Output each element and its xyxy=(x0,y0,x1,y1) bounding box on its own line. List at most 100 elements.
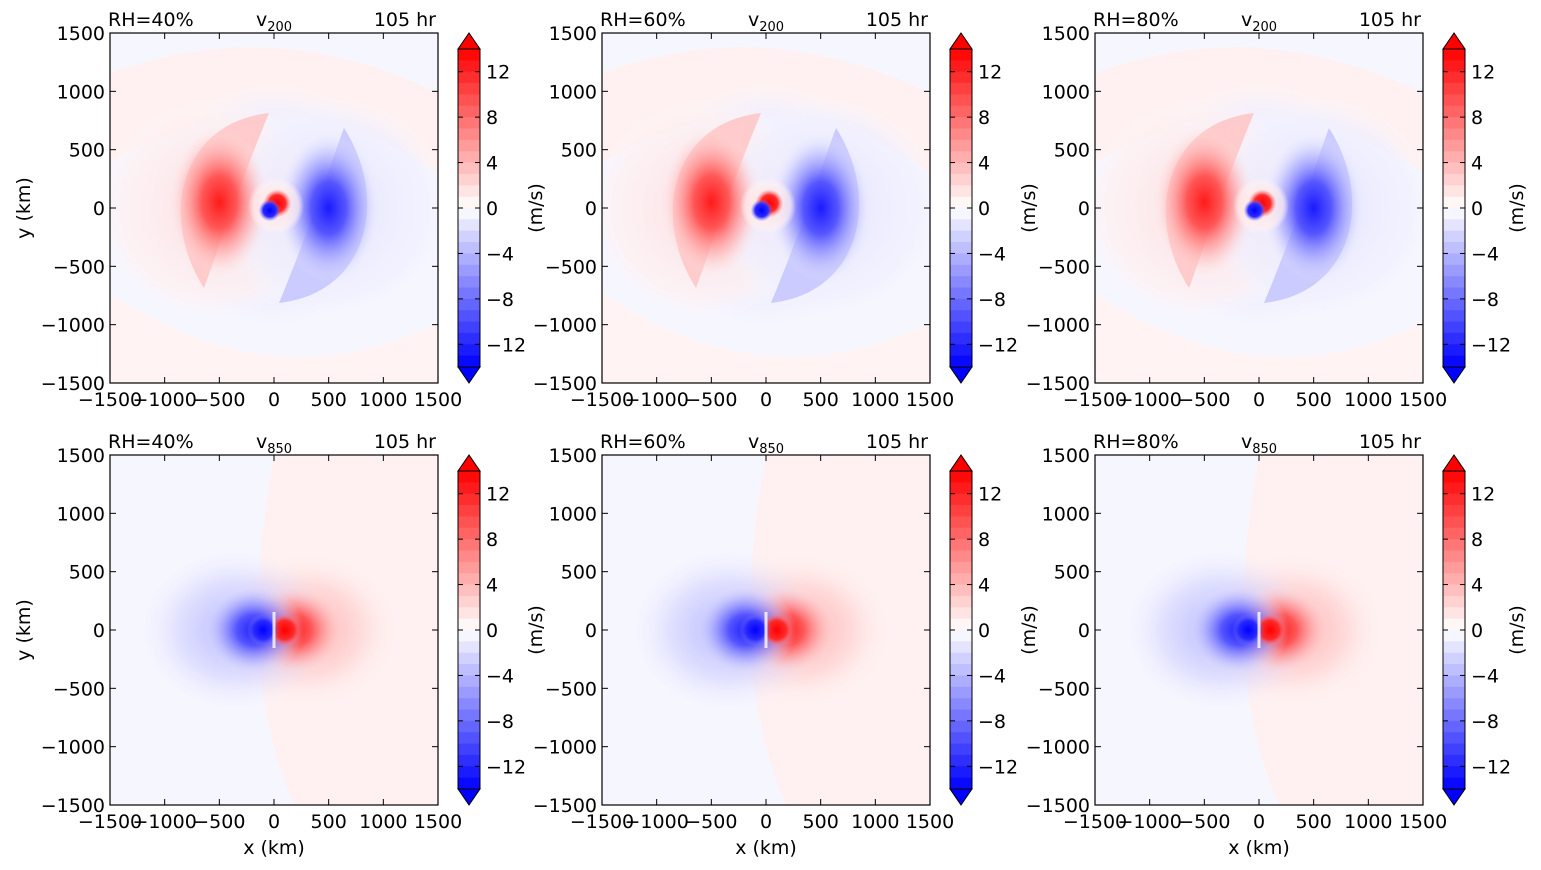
colorbar-band xyxy=(950,117,972,129)
colorbar-band xyxy=(1443,162,1465,175)
y-tick-label: −500 xyxy=(545,678,597,700)
colorbar-band xyxy=(950,151,972,163)
colorbar-extend-max xyxy=(1442,32,1466,50)
colorbar-tick-label: 8 xyxy=(486,107,498,129)
colorbar-band xyxy=(1443,607,1465,620)
colorbar-extend-min xyxy=(457,788,481,806)
colorbar-band xyxy=(1443,287,1465,300)
y-tick-label: 500 xyxy=(561,140,597,162)
colorbar-band xyxy=(1443,332,1465,345)
colorbar-band xyxy=(1443,196,1465,209)
colorbar-tick-label: 4 xyxy=(486,153,498,175)
colorbar-band xyxy=(458,83,480,95)
panel-center-title-main: v xyxy=(748,431,759,453)
colorbar-tick-label: −12 xyxy=(486,334,526,356)
panel-left-title: RH=60% xyxy=(600,9,686,31)
colorbar-tick-label: 12 xyxy=(1471,62,1495,84)
panel-center-title: v850 xyxy=(256,431,292,457)
colorbar-band xyxy=(1443,49,1465,61)
colorbar-tick-label: 8 xyxy=(978,107,990,129)
y-tick-label: 0 xyxy=(1078,620,1090,642)
y-tick-label: −1000 xyxy=(41,315,105,337)
colorbar-band xyxy=(950,709,972,722)
colorbar-tick-label: 8 xyxy=(486,529,498,551)
center-line xyxy=(1257,612,1261,648)
x-tick-label: 1500 xyxy=(1399,811,1447,833)
colorbar-band xyxy=(1443,128,1465,141)
panel: −1500−1000−500 0 500 1000 1500150010005000−5… xyxy=(13,431,526,859)
colorbar-band xyxy=(950,493,972,506)
colorbar-tick-label: 4 xyxy=(1471,575,1483,597)
colorbar-band xyxy=(458,630,480,642)
colorbar-band xyxy=(1443,664,1465,676)
colorbar-band xyxy=(1443,766,1465,779)
panel-right-title: 105 hr xyxy=(1359,431,1421,453)
colorbar-band xyxy=(1443,584,1465,597)
max-region-marker xyxy=(1154,127,1255,278)
heatmap-field xyxy=(110,33,438,383)
colorbar-band xyxy=(950,49,972,61)
colorbar-band xyxy=(1443,539,1465,551)
y-tick-label: −1000 xyxy=(533,315,597,337)
panel-center-title-subscript: 850 xyxy=(267,442,292,457)
x-tick-label: 1500 xyxy=(906,811,954,833)
y-tick-label: −1500 xyxy=(533,795,597,817)
y-tick-label: 1500 xyxy=(1042,445,1090,467)
colorbar-band xyxy=(1443,641,1465,654)
colorbar-band xyxy=(458,310,480,322)
colorbar-band xyxy=(1443,630,1465,642)
y-tick-label: 0 xyxy=(585,620,597,642)
center-line xyxy=(272,612,276,648)
heatmap-field xyxy=(1095,455,1423,805)
x-axis-label: x (km) xyxy=(735,837,797,859)
colorbar-band xyxy=(1443,264,1465,277)
colorbar: 12 8 4 0 −4 −8 −12 xyxy=(457,454,526,806)
colorbar-tick-label: −12 xyxy=(1471,334,1511,356)
colorbar-tick-label: 8 xyxy=(1471,529,1483,551)
x-tick-label: −1500 xyxy=(1063,389,1127,411)
y-tick-label: −1500 xyxy=(533,373,597,395)
panel-center-title-subscript: 850 xyxy=(1252,442,1277,457)
colorbar-band xyxy=(1443,732,1465,744)
colorbar-band xyxy=(1443,686,1465,699)
y-tick-label: 1000 xyxy=(57,81,105,103)
colorbar-band xyxy=(458,253,480,266)
colorbar-tick-label: 4 xyxy=(1471,153,1483,175)
y-tick-label: −500 xyxy=(545,256,597,278)
y-tick-label: 0 xyxy=(93,620,105,642)
panel: −1500−1000−500 0 500 1000 1500150010005000−5… xyxy=(525,431,1018,859)
colorbar-band xyxy=(458,686,480,699)
colorbar-band xyxy=(458,128,480,141)
colorbar-band xyxy=(458,573,480,585)
x-tick-label: −1000 xyxy=(133,389,197,411)
colorbar-band xyxy=(458,607,480,620)
colorbar-band xyxy=(458,754,480,767)
x-tick-label: 0 xyxy=(268,389,280,411)
x-tick-label: 1500 xyxy=(906,389,954,411)
colorbar-band xyxy=(1443,219,1465,232)
colorbar-tick-label: 0 xyxy=(486,620,498,642)
colorbar-band xyxy=(1443,652,1465,665)
panel: −1500−1000−500 0 500 1000 1500150010005000−5… xyxy=(13,9,526,411)
colorbar-band xyxy=(950,276,972,288)
colorbar-band xyxy=(950,344,972,357)
colorbar-band xyxy=(458,151,480,163)
colorbar-band xyxy=(458,766,480,779)
min-region-marker xyxy=(1263,133,1364,283)
colorbar-band xyxy=(950,287,972,300)
y-tick-label: −1500 xyxy=(41,795,105,817)
core-min-marker xyxy=(258,199,281,222)
panel-left-title: RH=40% xyxy=(108,9,194,31)
y-tick-label: 1500 xyxy=(57,445,105,467)
colorbar-band xyxy=(458,355,480,368)
y-tick-label: 500 xyxy=(561,562,597,584)
colorbar-extend-max xyxy=(949,454,973,472)
colorbar-band xyxy=(950,355,972,368)
x-tick-label: −500 xyxy=(193,389,245,411)
colorbar-tick-label: −4 xyxy=(486,243,514,265)
colorbar-band xyxy=(458,332,480,345)
core-min-marker xyxy=(247,614,280,646)
colorbar-extend-max xyxy=(949,32,973,50)
halo-lower-band xyxy=(602,293,930,383)
colorbar-tick-label: 8 xyxy=(978,529,990,551)
